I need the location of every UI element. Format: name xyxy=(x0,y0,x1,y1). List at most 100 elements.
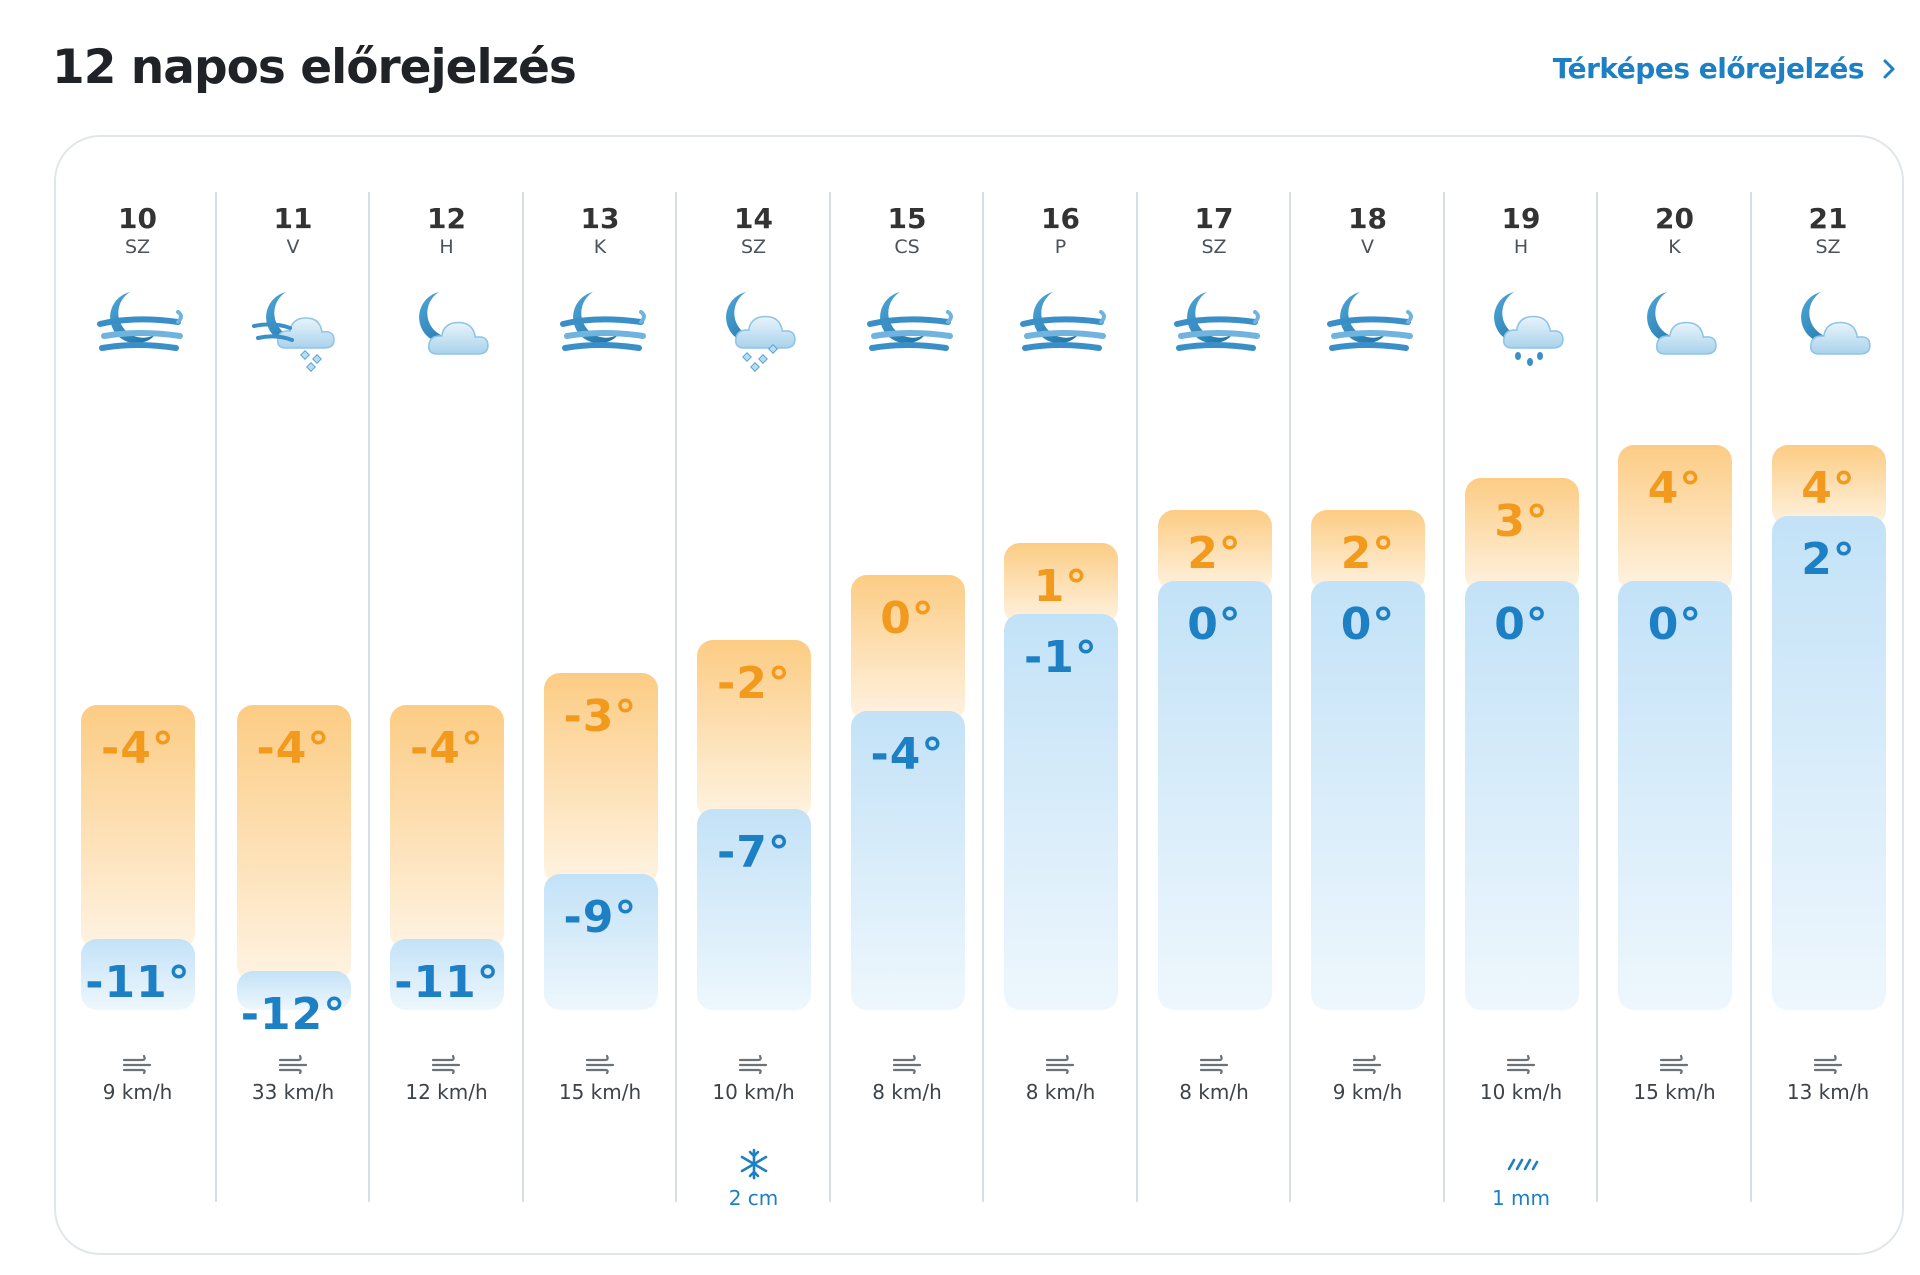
wind-icon xyxy=(431,1054,463,1075)
windy-night-icon xyxy=(1171,282,1261,372)
night-cloudy-icon xyxy=(403,282,493,372)
min-temp-bar: -7° xyxy=(697,808,811,1010)
wind-speed: 9 km/h xyxy=(1332,1080,1403,1104)
day-number: 10 xyxy=(118,202,157,235)
windy-night-icon xyxy=(1324,282,1414,372)
min-temp: -12° xyxy=(240,989,347,1040)
min-temp-bar: -1° xyxy=(1004,613,1118,1010)
day-column[interactable]: 20 K 4° 0° 15 km/h xyxy=(1596,192,1751,1202)
day-number: 12 xyxy=(427,202,466,235)
day-column[interactable]: 12 H -4° -11° 12 km/h xyxy=(368,192,523,1202)
max-temp-bar: 2° xyxy=(1157,510,1272,591)
page-title: 12 napos előrejelzés xyxy=(52,40,577,95)
day-number: 18 xyxy=(1348,202,1387,235)
day-number: 21 xyxy=(1808,202,1848,235)
wind-speed: 8 km/h xyxy=(1179,1080,1249,1104)
map-forecast-link-label: Térképes előrejelzés xyxy=(1552,52,1865,85)
max-temp-bar: 2° xyxy=(1311,510,1425,591)
wind-speed: 10 km/h xyxy=(712,1080,795,1104)
min-temp: 0° xyxy=(1340,599,1396,650)
day-number: 11 xyxy=(273,202,313,235)
max-temp-bar: -4° xyxy=(236,705,351,981)
max-temp: 0° xyxy=(880,593,935,644)
wind-icon xyxy=(1199,1054,1231,1075)
chevron-right-icon xyxy=(1883,59,1895,78)
day-number: 16 xyxy=(1041,202,1080,235)
wind-icon xyxy=(738,1054,770,1075)
day-name: K xyxy=(1668,236,1681,258)
day-column[interactable]: 10 SZ -4° -11° 9 km/h xyxy=(61,192,214,1202)
max-temp-bar: 0° xyxy=(850,575,965,721)
wind-icon xyxy=(585,1054,617,1075)
day-name: SZ xyxy=(1201,236,1227,258)
day-name: K xyxy=(593,236,607,258)
night-snow-icon xyxy=(710,282,800,372)
max-temp-bar: 4° xyxy=(1618,445,1732,591)
day-column[interactable]: 15 CS 0° -4° 8 km/h xyxy=(828,192,984,1202)
min-temp-bar: -11° xyxy=(390,938,504,1010)
wind-icon xyxy=(278,1054,310,1075)
precipitation-amount: 1 mm xyxy=(1491,1186,1551,1210)
day-column[interactable]: 18 V 2° 0° 9 km/h xyxy=(1289,192,1444,1202)
wind-icon xyxy=(122,1054,154,1075)
wind-icon xyxy=(1659,1054,1691,1075)
day-column[interactable]: 14 SZ -2° -7° 10 km/h 2 cm xyxy=(675,192,830,1210)
max-temp: -4° xyxy=(410,723,484,774)
night-wind-snow-icon xyxy=(250,282,340,372)
wind-icon xyxy=(1352,1054,1384,1075)
max-temp: -2° xyxy=(717,658,791,709)
wind-speed: 8 km/h xyxy=(872,1080,942,1104)
map-forecast-link[interactable]: Térképes előrejelzés xyxy=(1553,52,1896,85)
max-temp: -4° xyxy=(101,723,175,774)
day-name: CS xyxy=(894,236,920,258)
day-name: H xyxy=(439,236,454,258)
min-temp: 0° xyxy=(1494,599,1549,650)
wind-speed: 8 km/h xyxy=(1025,1080,1096,1104)
min-temp: 0° xyxy=(1647,599,1703,650)
wind-speed: 33 km/h xyxy=(251,1080,335,1104)
day-column[interactable]: 11 V -4° -12° 33 km/h xyxy=(214,192,370,1202)
windy-night-icon xyxy=(864,282,954,372)
min-temp-bar: -12° xyxy=(236,971,351,1040)
wind-icon xyxy=(1506,1054,1538,1075)
day-name: SZ xyxy=(124,236,151,258)
day-name: V xyxy=(286,236,300,258)
min-temp-bar: -4° xyxy=(850,711,965,1010)
day-column[interactable]: 21 SZ 4° 2° 13 km/h xyxy=(1749,192,1905,1202)
max-temp: 2° xyxy=(1340,528,1396,579)
day-column[interactable]: 17 SZ 2° 0° 8 km/h xyxy=(1135,192,1291,1202)
min-temp-bar: -11° xyxy=(81,938,195,1010)
snowflake-icon xyxy=(737,1147,771,1181)
wind-speed: 9 km/h xyxy=(102,1080,173,1104)
day-number: 17 xyxy=(1194,202,1234,235)
max-temp-bar: 1° xyxy=(1004,542,1118,624)
min-temp: 0° xyxy=(1187,599,1242,650)
min-temp-bar: 0° xyxy=(1464,581,1579,1010)
max-temp: 1° xyxy=(1033,560,1089,612)
max-temp: 3° xyxy=(1494,495,1549,547)
day-number: 14 xyxy=(734,202,773,235)
wind-speed: 15 km/h xyxy=(1633,1080,1716,1104)
day-name: SZ xyxy=(1815,236,1841,258)
min-temp-bar: 0° xyxy=(1311,581,1425,1010)
day-name: V xyxy=(1361,236,1374,258)
max-temp-bar: -2° xyxy=(697,640,811,819)
max-temp-bar: 4° xyxy=(1771,445,1886,526)
night-cloudy-icon xyxy=(1631,282,1721,372)
forecast-card: 10 SZ -4° -11° 9 km/h 11 V -4° -12° 33 km/h 12 H … xyxy=(54,135,1904,1255)
day-column[interactable]: 13 K -3° -9° 15 km/h xyxy=(521,192,677,1202)
night-cloudy-icon xyxy=(1785,282,1875,372)
wind-speed: 12 km/h xyxy=(405,1080,488,1104)
wind-speed: 13 km/h xyxy=(1786,1080,1870,1104)
max-temp-bar: -3° xyxy=(543,672,658,884)
day-column[interactable]: 16 P 1° -1° 8 km/h xyxy=(982,192,1137,1202)
day-column[interactable]: 19 H 3° 0° 10 km/h 1 mm xyxy=(1442,192,1598,1210)
min-temp-bar: 2° xyxy=(1771,516,1886,1010)
max-temp: -4° xyxy=(256,723,331,774)
windy-night-icon xyxy=(1017,282,1107,372)
wind-icon xyxy=(1813,1054,1845,1075)
min-temp: -11° xyxy=(394,956,500,1008)
day-name: SZ xyxy=(740,236,767,258)
day-name: H xyxy=(1513,236,1529,258)
max-temp-bar: -4° xyxy=(81,705,195,949)
